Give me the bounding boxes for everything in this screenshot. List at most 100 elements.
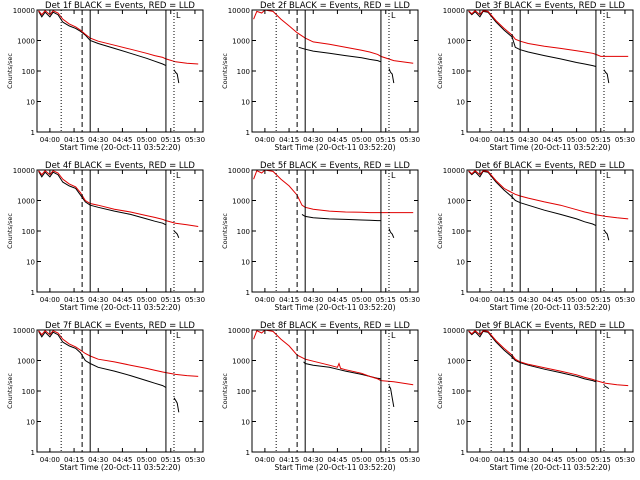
y-tick-label: 1 — [461, 289, 465, 297]
x-tick-label: 05:15 — [591, 136, 611, 144]
y-tick-label: 1000 — [17, 198, 35, 206]
y-tick-label: 100 — [237, 68, 250, 76]
x-axis-label: Start Time (20-Oct-11 03:52:20) — [489, 303, 610, 312]
events-series-line — [298, 46, 382, 63]
x-tick-label: 04:45 — [327, 136, 347, 144]
panel-title: Det 9f BLACK = Events, RED = LLD — [475, 321, 625, 331]
plot-frame — [466, 169, 634, 293]
y-tick-label: 100 — [237, 388, 250, 396]
x-axis-label: Start Time (20-Oct-11 03:52:20) — [274, 463, 395, 472]
x-tick-label: 05:30 — [400, 136, 420, 144]
x-tick-label: 04:15 — [64, 296, 84, 304]
x-tick-label: 04:15 — [494, 296, 514, 304]
y-tick-label: 10 — [241, 259, 250, 267]
events-series-line — [38, 171, 167, 226]
y-tick-label: 10 — [26, 419, 35, 427]
x-tick-label: 04:00 — [255, 136, 275, 144]
x-tick-label: 05:15 — [161, 136, 181, 144]
x-tick-label: 05:15 — [161, 456, 181, 464]
end-marker-label: L — [176, 171, 181, 180]
y-tick-label: 10 — [241, 99, 250, 107]
x-tick-label: 05:30 — [400, 456, 420, 464]
end-marker-label: L — [606, 171, 611, 180]
y-tick-label: 10 — [26, 99, 35, 107]
y-tick-label: 100 — [237, 228, 250, 236]
y-tick-label: 10000 — [13, 7, 35, 15]
x-tick-label: 05:30 — [185, 296, 205, 304]
panel-title: Det 8f BLACK = Events, RED = LLD — [260, 321, 410, 331]
x-tick-label: 04:30 — [518, 296, 538, 304]
x-axis-label: Start Time (20-Oct-11 03:52:20) — [59, 303, 180, 312]
end-marker-label: L — [391, 11, 396, 20]
lld-series-line — [38, 330, 199, 377]
x-tick-label: 04:00 — [470, 456, 490, 464]
x-tick-label: 04:00 — [40, 296, 60, 304]
y-tick-label: 10 — [241, 419, 250, 427]
x-tick-label: 04:45 — [542, 136, 562, 144]
x-tick-label: 04:00 — [255, 456, 275, 464]
plot-frame — [36, 9, 204, 133]
detector-panel: Det 2f BLACK = Events, RED = LLD 1 10 100 10… — [221, 1, 420, 152]
plot-frame — [251, 9, 419, 133]
x-tick-label: 04:15 — [64, 456, 84, 464]
y-axis-label: Counts/sec — [221, 53, 229, 89]
y-axis-label: Counts/sec — [436, 53, 444, 89]
y-axis-label: Counts/sec — [436, 373, 444, 409]
x-tick-label: 04:15 — [64, 136, 84, 144]
x-tick-label: 04:00 — [470, 136, 490, 144]
y-tick-label: 1 — [461, 129, 465, 137]
x-axis-label: Start Time (20-Oct-11 03:52:20) — [489, 463, 610, 472]
y-tick-label: 1 — [31, 449, 35, 457]
lld-series-line — [38, 170, 199, 227]
x-tick-label: 04:45 — [112, 456, 132, 464]
detector-panel: Det 9f BLACK = Events, RED = LLD 1 10 100 10… — [436, 321, 635, 472]
x-tick-label: 05:30 — [185, 456, 205, 464]
y-axis-label: Counts/sec — [6, 213, 14, 249]
x-axis-label: Start Time (20-Oct-11 03:52:20) — [59, 463, 180, 472]
x-axis-label: Start Time (20-Oct-11 03:52:20) — [489, 143, 610, 152]
x-tick-label: 05:00 — [351, 136, 371, 144]
events-series-line — [173, 69, 180, 84]
events-series-line — [388, 68, 395, 84]
y-tick-label: 1000 — [447, 358, 465, 366]
events-series-line — [603, 69, 610, 84]
x-tick-label: 04:00 — [255, 296, 275, 304]
end-marker-label: L — [391, 171, 396, 180]
x-axis-label: Start Time (20-Oct-11 03:52:20) — [274, 143, 395, 152]
x-tick-label: 04:00 — [470, 296, 490, 304]
panel-title: Det 3f BLACK = Events, RED = LLD — [475, 1, 625, 11]
events-series-line — [468, 10, 597, 67]
y-axis-label: Counts/sec — [6, 53, 14, 89]
y-tick-label: 10000 — [13, 327, 35, 335]
x-tick-label: 04:45 — [327, 296, 347, 304]
plot-frame — [466, 329, 634, 453]
x-tick-label: 05:00 — [566, 456, 586, 464]
events-series-line — [301, 213, 381, 222]
x-tick-label: 05:30 — [615, 456, 635, 464]
x-tick-label: 04:45 — [542, 456, 562, 464]
panel-title: Det 5f BLACK = Events, RED = LLD — [260, 161, 410, 171]
y-tick-label: 1 — [31, 289, 35, 297]
lld-series-line — [38, 10, 199, 65]
end-marker-label: L — [391, 331, 396, 340]
y-tick-label: 10000 — [443, 7, 465, 15]
x-tick-label: 05:00 — [566, 296, 586, 304]
x-tick-label: 05:30 — [185, 136, 205, 144]
x-tick-label: 05:15 — [591, 456, 611, 464]
x-tick-label: 04:45 — [327, 456, 347, 464]
lld-series-line — [468, 330, 629, 387]
x-tick-label: 04:45 — [112, 296, 132, 304]
events-series-line — [603, 385, 610, 390]
x-tick-label: 04:30 — [88, 456, 108, 464]
detector-panel: Det 1f BLACK = Events, RED = LLD 1 10 100 10… — [6, 1, 205, 152]
y-axis-label: Counts/sec — [436, 213, 444, 249]
y-tick-label: 1000 — [447, 198, 465, 206]
x-tick-label: 04:45 — [112, 136, 132, 144]
panel-title: Det 1f BLACK = Events, RED = LLD — [45, 1, 195, 11]
x-tick-label: 04:30 — [303, 456, 323, 464]
x-tick-label: 05:15 — [376, 456, 396, 464]
x-tick-label: 04:30 — [518, 136, 538, 144]
x-tick-label: 04:00 — [40, 136, 60, 144]
x-tick-label: 05:00 — [351, 456, 371, 464]
